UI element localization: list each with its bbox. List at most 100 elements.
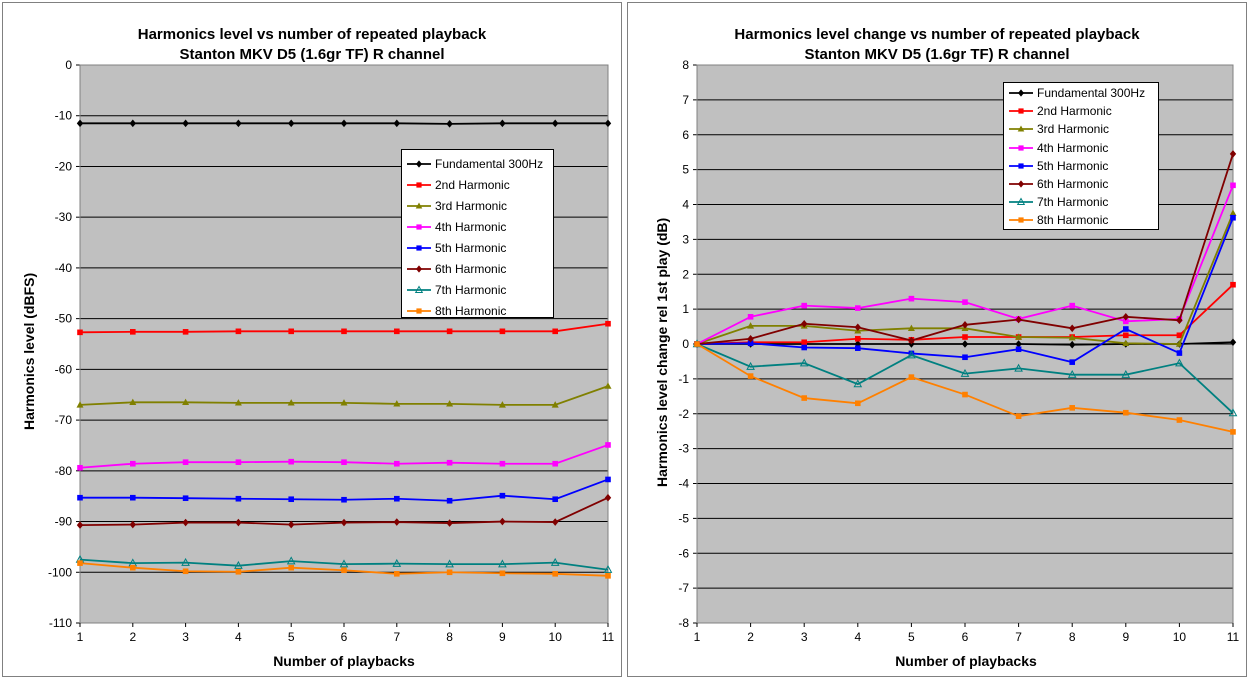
- legend-label: 7th Harmonic: [435, 282, 507, 297]
- data-point: [288, 458, 294, 465]
- data-point: [77, 329, 83, 336]
- data-point: [1015, 315, 1022, 324]
- y-tick-label: -70: [55, 413, 73, 427]
- y-tick-label: 2: [682, 267, 689, 281]
- y-tick-label: -8: [678, 616, 689, 630]
- data-point: [182, 495, 189, 502]
- data-point: [392, 558, 402, 567]
- legend-item: 3rd Harmonic: [405, 195, 553, 216]
- legend-label: 5th Harmonic: [435, 240, 507, 255]
- data-point: [393, 119, 400, 128]
- x-tick-label: 4: [854, 630, 861, 644]
- data-point: [499, 119, 506, 128]
- data-point: [604, 119, 612, 128]
- legend-swatch: [407, 159, 431, 168]
- x-tick-label: 3: [182, 630, 189, 644]
- data-point: [182, 518, 189, 527]
- data-point: [605, 476, 611, 483]
- data-point: [1229, 150, 1237, 158]
- data-point: [1230, 281, 1236, 288]
- data-point: [962, 299, 968, 305]
- legend-marker: [416, 223, 422, 230]
- data-point: [605, 320, 611, 327]
- data-point: [1228, 408, 1238, 417]
- series-7th-harmonic: [692, 339, 1238, 417]
- data-point: [181, 557, 190, 566]
- data-point: [341, 496, 347, 503]
- legend-item: 8th Harmonic: [405, 300, 553, 321]
- data-point: [129, 398, 137, 406]
- legend-marker: [1018, 108, 1024, 114]
- x-tick-label: 7: [393, 630, 400, 644]
- legend-marker: [1016, 197, 1026, 206]
- data-point: [235, 119, 242, 128]
- data-point: [1176, 316, 1183, 325]
- x-tick-label: 11: [602, 630, 615, 644]
- legend-item: Fundamental 300Hz: [1007, 84, 1158, 102]
- data-point: [394, 495, 400, 502]
- y-tick-label: 7: [682, 93, 689, 107]
- legend-label: Fundamental 300Hz: [435, 156, 544, 171]
- data-point: [801, 339, 807, 346]
- x-tick-label: 11: [1227, 630, 1240, 644]
- x-axis-label: Number of playbacks: [895, 653, 1037, 669]
- legend-swatch: [1009, 145, 1033, 151]
- data-point: [446, 328, 453, 335]
- y-tick-label: -50: [55, 312, 73, 326]
- data-point: [446, 569, 453, 576]
- legend-swatch: [1009, 125, 1033, 132]
- data-point: [1015, 333, 1023, 340]
- data-point: [747, 373, 754, 379]
- data-point: [77, 560, 83, 566]
- x-tick-label: 9: [1122, 630, 1129, 644]
- y-tick-label: -60: [55, 362, 73, 376]
- data-point: [1014, 363, 1023, 372]
- data-point: [1015, 346, 1022, 353]
- data-point: [604, 382, 612, 389]
- data-point: [76, 119, 84, 128]
- data-point: [288, 119, 295, 128]
- legend-marker: [416, 244, 422, 251]
- legend-label: 2nd Harmonic: [435, 177, 510, 192]
- y-tick-label: 4: [682, 198, 689, 212]
- legend-swatch: [407, 202, 431, 208]
- y-tick-label: -20: [55, 159, 73, 173]
- data-point: [855, 305, 861, 311]
- data-point: [551, 401, 559, 408]
- data-point: [1122, 339, 1130, 347]
- chart-left: Harmonics level vs number of repeated pl…: [2, 2, 622, 677]
- legend-label: 6th Harmonic: [435, 261, 507, 276]
- data-point: [394, 328, 400, 335]
- data-point: [855, 335, 861, 342]
- data-point: [446, 497, 453, 504]
- data-point: [76, 401, 84, 408]
- series-8th-harmonic: [77, 560, 611, 579]
- data-point: [182, 329, 189, 335]
- legend-item: 2nd Harmonic: [405, 174, 553, 195]
- legend-swatch: [407, 223, 431, 230]
- legend-marker: [416, 181, 422, 188]
- data-point: [907, 350, 916, 359]
- chart-subtitle: Stanton MKV D5 (1.6gr TF) R channel: [179, 46, 445, 63]
- y-tick-label: -3: [678, 442, 689, 456]
- data-point: [498, 559, 507, 568]
- data-point: [1123, 409, 1129, 416]
- data-point: [855, 400, 861, 407]
- data-point: [182, 568, 189, 575]
- y-tick-label: -110: [49, 616, 72, 630]
- data-point: [603, 564, 613, 573]
- legend-marker: [416, 159, 422, 168]
- legend-marker: [416, 307, 422, 314]
- series-3rd-harmonic: [76, 382, 612, 408]
- data-point: [394, 570, 400, 577]
- y-tick-label: 3: [682, 232, 689, 246]
- x-tick-label: 8: [446, 630, 453, 644]
- legend-label: 8th Harmonic: [1037, 213, 1109, 228]
- data-point: [908, 350, 915, 357]
- data-point: [962, 354, 968, 361]
- x-tick-label: 4: [235, 630, 242, 644]
- data-point: [394, 460, 400, 467]
- data-point: [446, 459, 453, 466]
- data-point: [961, 321, 969, 329]
- data-point: [286, 556, 296, 565]
